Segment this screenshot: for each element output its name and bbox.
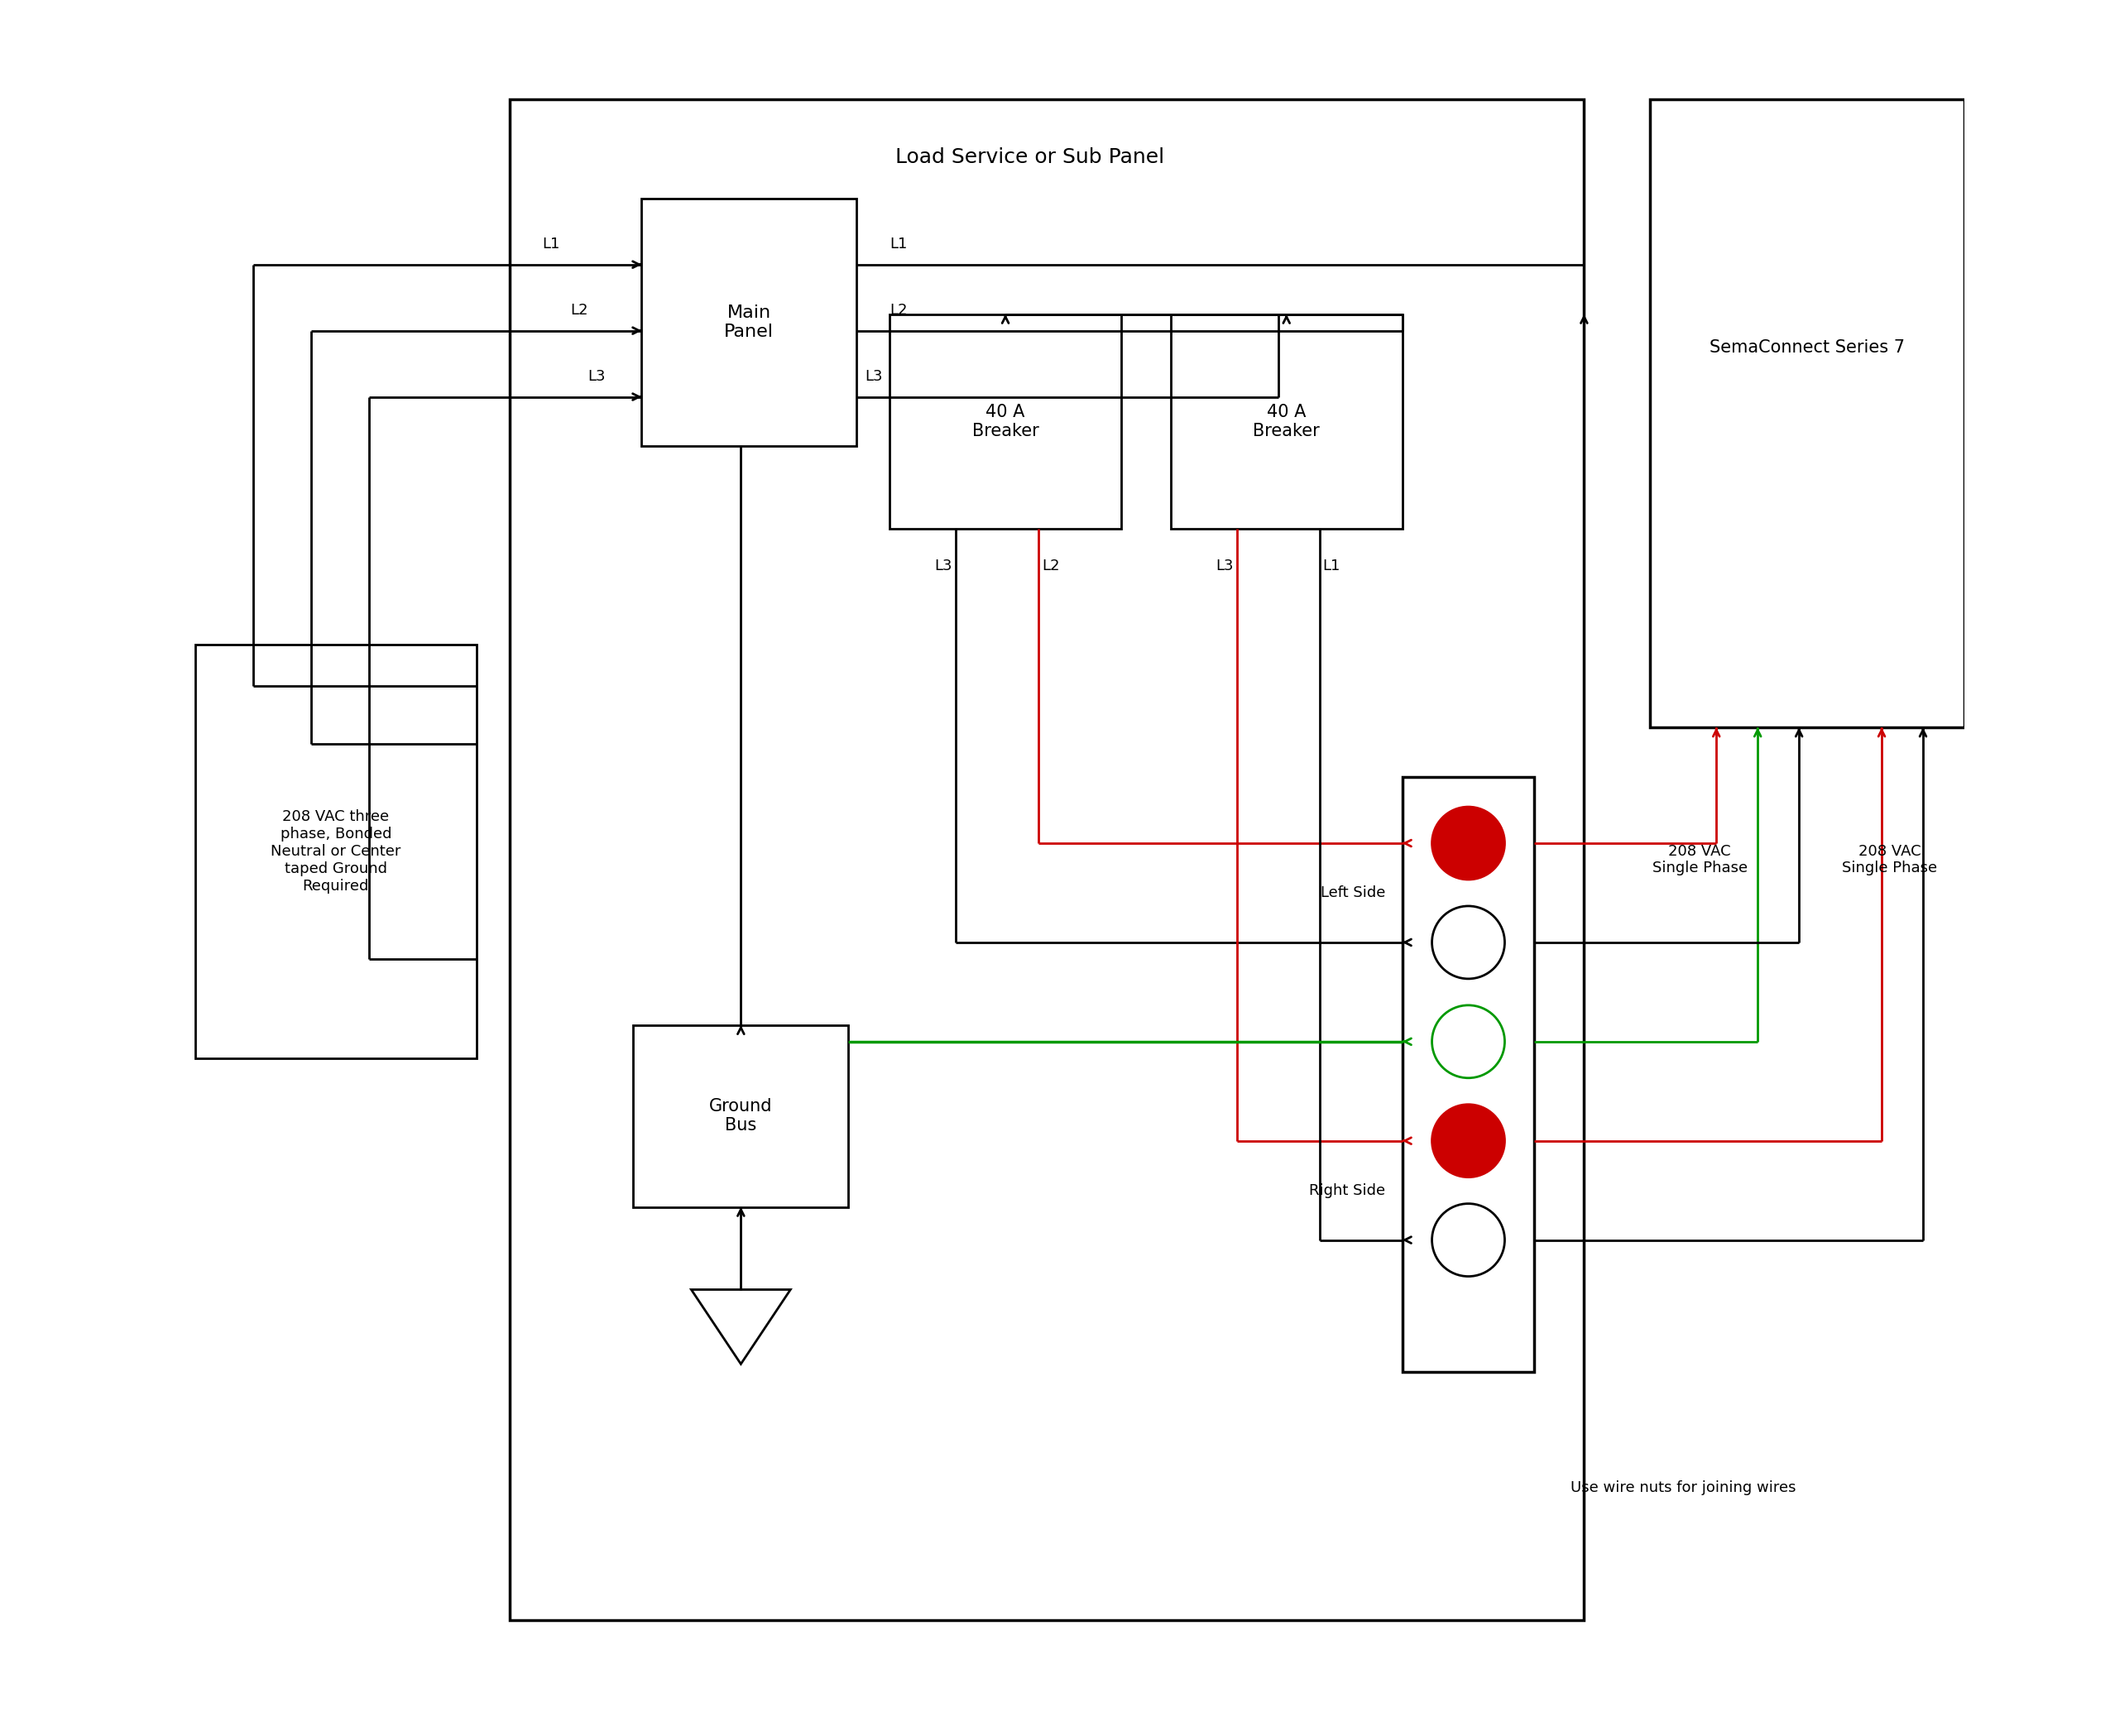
Bar <box>1403 778 1534 1371</box>
Circle shape <box>1433 1104 1504 1177</box>
Text: Use wire nuts for joining wires: Use wire nuts for joining wires <box>1570 1481 1796 1495</box>
Circle shape <box>1433 807 1504 880</box>
Text: 40 A
Breaker: 40 A Breaker <box>1253 404 1321 439</box>
Text: Right Side: Right Side <box>1310 1182 1386 1198</box>
Circle shape <box>1433 1203 1504 1276</box>
Text: L2: L2 <box>570 302 589 318</box>
Text: L2: L2 <box>890 302 907 318</box>
Circle shape <box>1433 906 1504 979</box>
Text: L1: L1 <box>890 236 907 252</box>
Text: L2: L2 <box>1042 559 1059 573</box>
Bar <box>1650 99 1964 727</box>
Text: 208 VAC
Single Phase: 208 VAC Single Phase <box>1842 844 1937 875</box>
Bar <box>641 198 857 446</box>
Text: Load Service or Sub Panel: Load Service or Sub Panel <box>895 148 1165 167</box>
Bar <box>890 314 1120 529</box>
Bar <box>196 644 477 1059</box>
Text: Left Side: Left Side <box>1321 885 1386 901</box>
Text: 208 VAC three
phase, Bonded
Neutral or Center
taped Ground
Required: 208 VAC three phase, Bonded Neutral or C… <box>270 809 401 894</box>
Text: L3: L3 <box>865 368 882 384</box>
Text: SemaConnect Series 7: SemaConnect Series 7 <box>1709 339 1905 356</box>
Text: L1: L1 <box>542 236 559 252</box>
Text: 40 A
Breaker: 40 A Breaker <box>973 404 1038 439</box>
Text: 208 VAC
Single Phase: 208 VAC Single Phase <box>1652 844 1747 875</box>
Text: L3: L3 <box>587 368 606 384</box>
Circle shape <box>1433 1005 1504 1078</box>
Text: L1: L1 <box>1323 559 1340 573</box>
Bar <box>509 99 1585 1620</box>
Bar <box>1171 314 1403 529</box>
Bar <box>633 1024 848 1207</box>
Text: L3: L3 <box>935 559 952 573</box>
Text: Ground
Bus: Ground Bus <box>709 1099 772 1134</box>
Text: Main
Panel: Main Panel <box>724 304 774 340</box>
Text: L3: L3 <box>1215 559 1234 573</box>
